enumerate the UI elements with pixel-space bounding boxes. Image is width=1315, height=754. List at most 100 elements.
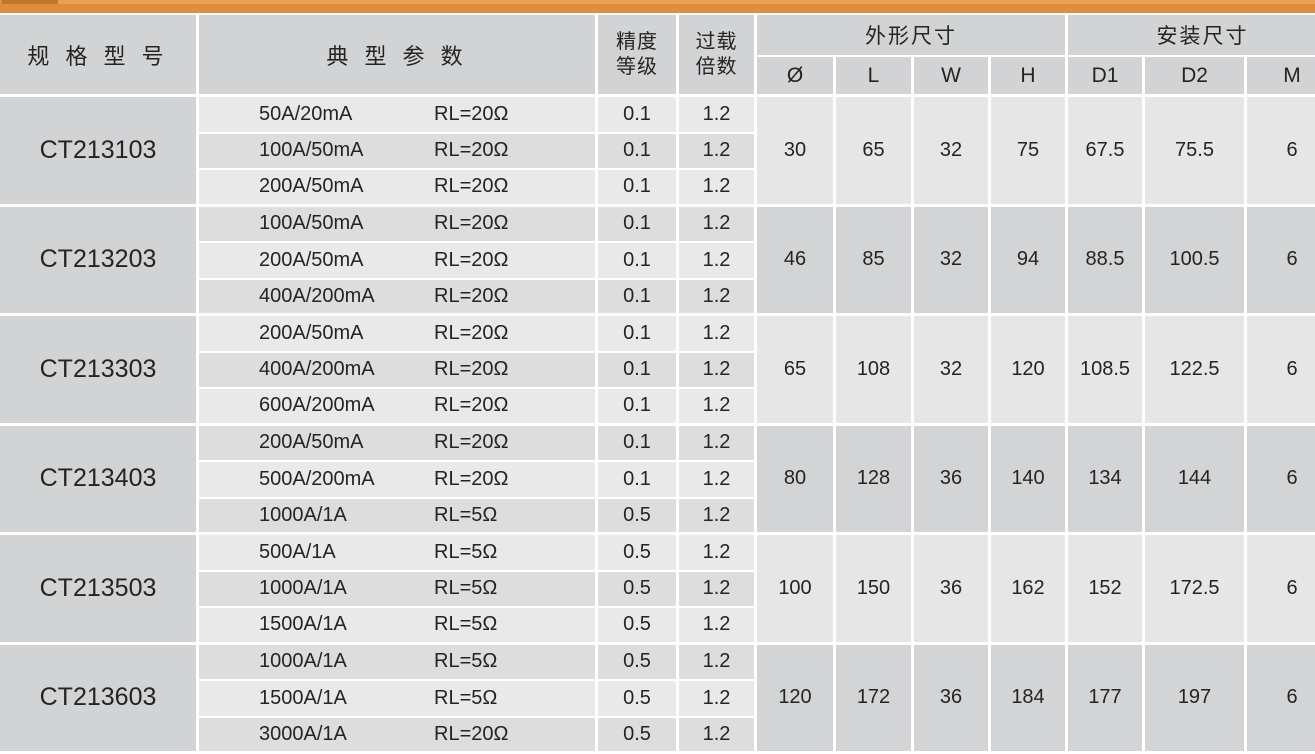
orange-top-bar xyxy=(0,0,1315,13)
param-ratio: 200A/50mA xyxy=(259,175,434,198)
dim-dia-cell: 30 xyxy=(757,97,836,207)
dim-d1-cell: 134 xyxy=(1068,426,1145,536)
column-header-accuracy-class: 精度 等级 xyxy=(598,15,679,97)
overload-cell: 1.2 xyxy=(679,243,757,280)
dim-d2-cell: 172.5 xyxy=(1145,535,1247,645)
dim-w-cell: 32 xyxy=(914,97,991,207)
dim-m-cell: 6 xyxy=(1247,97,1315,207)
param-ratio: 400A/200mA xyxy=(259,285,434,308)
dim-dia-cell: 120 xyxy=(757,645,836,754)
accuracy-cell: 0.5 xyxy=(598,645,679,682)
accuracy-cell: 0.1 xyxy=(598,243,679,280)
param-load-resistance: RL=20Ω xyxy=(434,431,508,453)
overload-multiple-line2: 倍数 xyxy=(679,55,754,80)
dim-d2-cell: 100.5 xyxy=(1145,207,1247,317)
param-load-resistance: RL=20Ω xyxy=(434,212,508,234)
accuracy-cell: 0.5 xyxy=(598,535,679,572)
overload-cell: 1.2 xyxy=(679,389,757,426)
param-load-resistance: RL=5Ω xyxy=(434,541,497,563)
model-cell: CT213103 xyxy=(0,97,199,207)
param-ratio: 200A/50mA xyxy=(259,249,434,272)
overload-cell: 1.2 xyxy=(679,718,757,754)
param-ratio: 1000A/1A xyxy=(259,650,434,673)
param-load-resistance: RL=20Ω xyxy=(434,394,508,416)
param-load-resistance: RL=5Ω xyxy=(434,687,497,709)
dim-l-cell: 85 xyxy=(836,207,914,317)
accuracy-class-line2: 等级 xyxy=(598,55,676,80)
dim-d2-cell: 197 xyxy=(1145,645,1247,754)
column-header-overload-multiple: 过载 倍数 xyxy=(679,15,757,97)
accuracy-cell: 0.1 xyxy=(598,316,679,353)
param-ratio: 1500A/1A xyxy=(259,687,434,710)
accuracy-cell: 0.1 xyxy=(598,134,679,171)
overload-cell: 1.2 xyxy=(679,608,757,645)
dim-m-cell: 6 xyxy=(1247,316,1315,426)
dim-d1-cell: 152 xyxy=(1068,535,1145,645)
column-header-model: 规 格 型 号 xyxy=(0,15,199,97)
dim-h-cell: 140 xyxy=(991,426,1068,536)
dim-l-cell: 128 xyxy=(836,426,914,536)
subheader-l: L xyxy=(836,57,914,97)
subheader-m: M xyxy=(1247,57,1315,97)
subheader-d2: D2 xyxy=(1145,57,1247,97)
dim-w-cell: 36 xyxy=(914,535,991,645)
accuracy-cell: 0.5 xyxy=(598,718,679,754)
accuracy-cell: 0.1 xyxy=(598,97,679,134)
accuracy-cell: 0.5 xyxy=(598,499,679,536)
param-ratio: 400A/200mA xyxy=(259,358,434,381)
column-header-typical-params: 典 型 参 数 xyxy=(199,15,598,97)
subheader-h: H xyxy=(991,57,1068,97)
dim-m-cell: 6 xyxy=(1247,207,1315,317)
overload-cell: 1.2 xyxy=(679,207,757,244)
param-load-resistance: RL=20Ω xyxy=(434,285,508,307)
dim-h-cell: 162 xyxy=(991,535,1068,645)
overload-cell: 1.2 xyxy=(679,134,757,171)
dim-w-cell: 36 xyxy=(914,426,991,536)
accuracy-cell: 0.1 xyxy=(598,353,679,390)
dim-dia-cell: 100 xyxy=(757,535,836,645)
param-load-resistance: RL=20Ω xyxy=(434,358,508,380)
accuracy-cell: 0.5 xyxy=(598,572,679,609)
top-bar-light-strip xyxy=(58,0,1315,4)
dim-l-cell: 65 xyxy=(836,97,914,207)
param-ratio: 100A/50mA xyxy=(259,212,434,235)
dim-l-cell: 150 xyxy=(836,535,914,645)
dim-h-cell: 184 xyxy=(991,645,1068,754)
dim-d2-cell: 122.5 xyxy=(1145,316,1247,426)
param-ratio: 50A/20mA xyxy=(259,103,434,126)
overload-cell: 1.2 xyxy=(679,170,757,207)
param-ratio: 200A/50mA xyxy=(259,322,434,345)
param-load-resistance: RL=20Ω xyxy=(434,723,508,745)
dim-d1-cell: 108.5 xyxy=(1068,316,1145,426)
param-ratio: 1000A/1A xyxy=(259,504,434,527)
dim-d2-cell: 75.5 xyxy=(1145,97,1247,207)
param-load-resistance: RL=20Ω xyxy=(434,468,508,490)
param-load-resistance: RL=20Ω xyxy=(434,139,508,161)
dim-d2-cell: 144 xyxy=(1145,426,1247,536)
subheader-w: W xyxy=(914,57,991,97)
model-cell: CT213303 xyxy=(0,316,199,426)
top-bar-dark-segment xyxy=(2,0,58,4)
param-ratio: 100A/50mA xyxy=(259,139,434,162)
overload-cell: 1.2 xyxy=(679,462,757,499)
model-cell: CT213203 xyxy=(0,207,199,317)
model-cell: CT213403 xyxy=(0,426,199,536)
accuracy-class-line1: 精度 xyxy=(598,30,676,55)
